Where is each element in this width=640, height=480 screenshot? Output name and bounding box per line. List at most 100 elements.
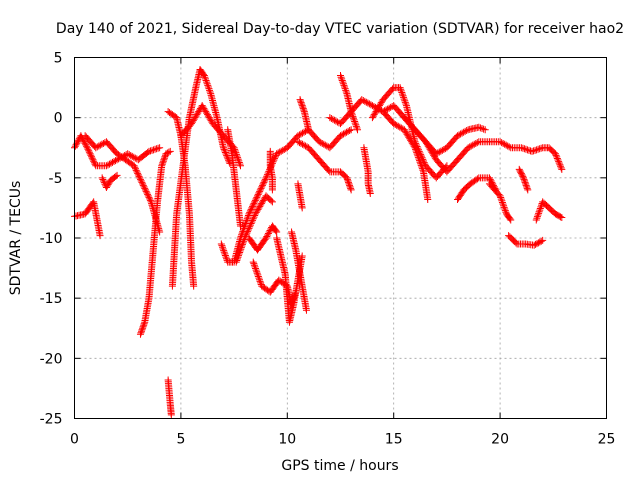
data-point bbox=[192, 112, 200, 120]
data-point bbox=[243, 229, 251, 237]
data-point bbox=[72, 141, 80, 149]
data-point bbox=[136, 330, 144, 338]
data-point bbox=[358, 96, 366, 104]
data-point bbox=[277, 147, 285, 155]
data-point bbox=[221, 147, 229, 155]
data-point bbox=[160, 154, 168, 162]
data-point bbox=[366, 189, 374, 197]
data-point bbox=[414, 152, 422, 160]
data-point bbox=[530, 147, 538, 155]
data-point bbox=[502, 141, 510, 149]
y-tick-labels: -25 -20 -15 -10 -5 0 5 bbox=[40, 51, 63, 428]
data-point bbox=[426, 145, 434, 153]
data-point bbox=[206, 86, 214, 94]
data-point bbox=[486, 175, 494, 183]
data-point bbox=[410, 142, 418, 150]
data-point bbox=[250, 199, 258, 207]
data-point bbox=[553, 153, 561, 161]
data-point bbox=[362, 98, 370, 106]
data-point bbox=[339, 78, 347, 86]
data-point bbox=[413, 149, 421, 157]
data-point bbox=[466, 143, 474, 151]
data-point bbox=[254, 192, 262, 200]
x-tick-label: 10 bbox=[278, 432, 296, 448]
data-point bbox=[351, 119, 359, 127]
data-point bbox=[317, 139, 325, 147]
data-point bbox=[535, 208, 543, 216]
data-point bbox=[553, 154, 561, 162]
data-point bbox=[499, 139, 507, 147]
data-point bbox=[530, 241, 538, 249]
data-point bbox=[325, 166, 333, 174]
data-point bbox=[112, 157, 120, 165]
data-point bbox=[498, 198, 506, 206]
data-point bbox=[79, 136, 87, 144]
data-point bbox=[194, 109, 202, 117]
data-point bbox=[112, 172, 120, 180]
data-point bbox=[352, 121, 360, 129]
data-point bbox=[144, 192, 152, 200]
data-point bbox=[337, 132, 344, 140]
data-point bbox=[385, 104, 393, 112]
data-point bbox=[200, 72, 208, 80]
data-point bbox=[534, 239, 542, 247]
data-point bbox=[461, 127, 469, 135]
data-point bbox=[349, 113, 357, 121]
data-point bbox=[528, 147, 536, 155]
data-point bbox=[249, 216, 257, 224]
data-point bbox=[109, 158, 116, 166]
data-point bbox=[261, 177, 269, 185]
data-point bbox=[217, 240, 225, 248]
data-point bbox=[396, 84, 404, 92]
data-point bbox=[163, 149, 171, 157]
data-point bbox=[205, 85, 213, 93]
data-point bbox=[405, 133, 413, 141]
data-point bbox=[344, 177, 352, 185]
data-point bbox=[338, 75, 346, 83]
data-point bbox=[467, 142, 475, 150]
data-point bbox=[262, 174, 270, 182]
data-point bbox=[403, 130, 411, 138]
data-point bbox=[250, 261, 258, 269]
data-point bbox=[236, 248, 244, 256]
data-point bbox=[298, 204, 306, 212]
data-point bbox=[218, 243, 226, 251]
data-point bbox=[127, 151, 135, 159]
data-point bbox=[246, 208, 254, 216]
data-point bbox=[100, 177, 108, 185]
data-point bbox=[299, 129, 306, 137]
data-point bbox=[90, 159, 98, 167]
data-point bbox=[264, 231, 272, 239]
x-tick-label: 15 bbox=[385, 432, 403, 448]
data-point bbox=[375, 103, 383, 111]
data-point bbox=[512, 239, 520, 247]
data-point bbox=[374, 105, 382, 113]
data-point bbox=[523, 183, 531, 191]
data-point bbox=[273, 150, 281, 158]
data-point bbox=[429, 150, 437, 158]
data-point bbox=[110, 158, 118, 166]
data-point bbox=[203, 78, 211, 86]
data-point bbox=[347, 186, 355, 194]
y-tick-label: 0 bbox=[54, 111, 63, 127]
data-point bbox=[239, 239, 247, 247]
data-point bbox=[347, 184, 355, 192]
x-axis-label: GPS time / hours bbox=[281, 458, 398, 474]
data-point bbox=[236, 247, 244, 255]
x-tick-label: 5 bbox=[176, 432, 185, 448]
x-tick-label: 25 bbox=[598, 432, 616, 448]
data-point bbox=[260, 195, 268, 203]
data-point bbox=[245, 224, 253, 232]
data-point bbox=[256, 277, 264, 285]
data-point bbox=[218, 242, 226, 250]
data-point bbox=[556, 161, 564, 169]
data-point bbox=[137, 177, 145, 185]
data-point bbox=[502, 208, 510, 216]
series-arc-f bbox=[164, 376, 175, 419]
data-point bbox=[296, 96, 304, 104]
data-point bbox=[221, 148, 229, 156]
data-point bbox=[401, 98, 409, 106]
data-point bbox=[497, 194, 505, 202]
data-point bbox=[500, 203, 508, 211]
data-point bbox=[84, 145, 92, 153]
